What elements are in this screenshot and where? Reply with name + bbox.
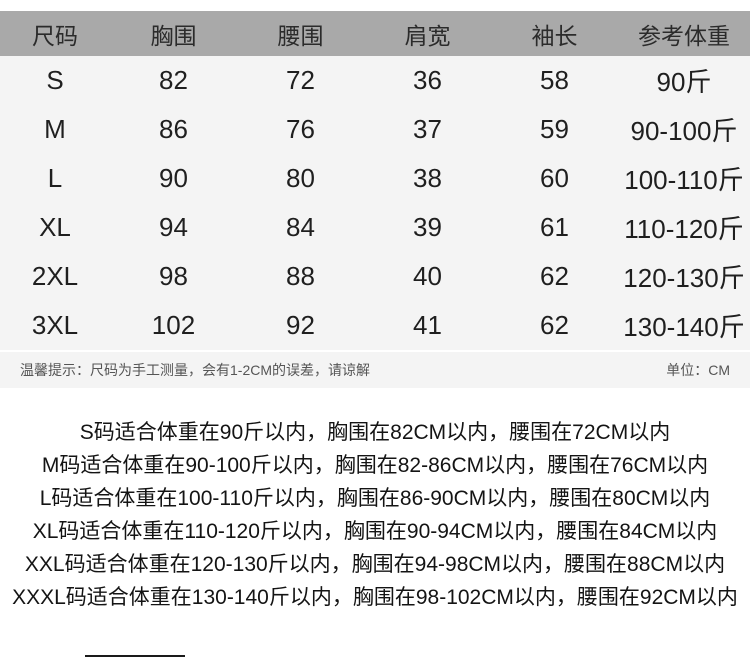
column-header: 袖长 [491,11,618,56]
table-cell: 100-110斤 [618,154,750,203]
table-cell: 38 [364,154,491,203]
size-note-line: XXXL码适合体重在130-140斤以内，胸围在98-102CM以内，腰围在92… [12,586,738,609]
table-row: M 86 76 37 59 90-100斤 [0,105,750,154]
size-notes: S码适合体重在90斤以内，胸围在82CM以内，腰围在72CM以内 M码适合体重在9… [0,416,750,614]
column-header: 参考体重 [618,11,750,56]
table-cell: 39 [364,203,491,252]
table-cell: 3XL [0,301,110,350]
table-cell: 80 [237,154,364,203]
table-body: S 82 72 36 58 90斤 M 86 76 37 59 90-100斤 L 90 80 38 60 100… [0,56,750,350]
measurement-disclaimer: 温馨提示：尺码为手工测量，会有1-2CM的误差，请谅解 [20,362,371,378]
table-cell: 82 [110,56,237,105]
table-cell: 90 [110,154,237,203]
header-row: 尺码 胸围 腰围 肩宽 袖长 参考体重 [0,11,750,56]
table-cell: XL [0,203,110,252]
table-cell: 41 [364,301,491,350]
table-cell: 86 [110,105,237,154]
column-header: 胸围 [110,11,237,56]
table-cell: 98 [110,252,237,301]
table-cell: 36 [364,56,491,105]
table-row: 2XL 98 88 40 62 120-130斤 [0,252,750,301]
table-cell: 62 [491,252,618,301]
column-header: 肩宽 [364,11,491,56]
footnote-bar: 温馨提示：尺码为手工测量，会有1-2CM的误差，请谅解 单位：CM [0,352,750,388]
table-row: 3XL 102 92 41 62 130-140斤 [0,301,750,350]
table-cell: 102 [110,301,237,350]
table-cell: 62 [491,301,618,350]
table-cell: 76 [237,105,364,154]
size-note-line: XXL码适合体重在120-130斤以内，胸围在94-98CM以内，腰围在88CM… [24,553,726,576]
column-header: 尺码 [0,11,110,56]
size-note-line: S码适合体重在90斤以内，胸围在82CM以内，腰围在72CM以内 [79,421,671,444]
table-cell: S [0,56,110,105]
table-cell: 88 [237,252,364,301]
table-cell: 120-130斤 [618,252,750,301]
table-cell: 90-100斤 [618,105,750,154]
column-header: 腰围 [237,11,364,56]
table-cell: 60 [491,154,618,203]
table-cell: 130-140斤 [618,301,750,350]
table-cell: 84 [237,203,364,252]
table-row: XL 94 84 39 61 110-120斤 [0,203,750,252]
size-note-line: L码适合体重在100-110斤以内，胸围在86-90CM以内，腰围在80CM以内 [39,487,711,510]
table-cell: 2XL [0,252,110,301]
table-cell: 90斤 [618,56,750,105]
table-row: S 82 72 36 58 90斤 [0,56,750,105]
table-cell: 40 [364,252,491,301]
table-cell: M [0,105,110,154]
table-cell: 61 [491,203,618,252]
table-cell: 92 [237,301,364,350]
size-table: 尺码 胸围 腰围 肩宽 袖长 参考体重 S 82 72 36 58 90斤 M 86 76 37 59 90-1… [0,11,750,350]
table-cell: 110-120斤 [618,203,750,252]
size-note-line: XL码适合体重在110-120斤以内，胸围在90-94CM以内，腰围在84CM以… [32,520,718,543]
table-cell: 59 [491,105,618,154]
unit-label: 单位：CM [666,362,730,378]
size-note-line: M码适合体重在90-100斤以内，胸围在82-86CM以内，腰围在76CM以内 [41,454,709,477]
size-chart: 尺码 胸围 腰围 肩宽 袖长 参考体重 S 82 72 36 58 90斤 M 86 76 37 59 90-1… [0,11,750,388]
table-cell: L [0,154,110,203]
table-cell: 72 [237,56,364,105]
table-row: L 90 80 38 60 100-110斤 [0,154,750,203]
table-cell: 94 [110,203,237,252]
table-cell: 37 [364,105,491,154]
table-cell: 58 [491,56,618,105]
